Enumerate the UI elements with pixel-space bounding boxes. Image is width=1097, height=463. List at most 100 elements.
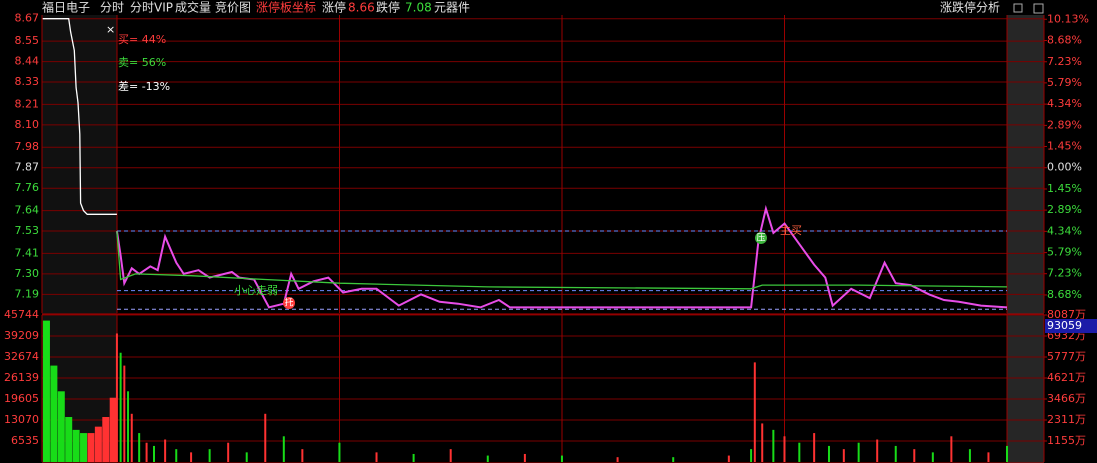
y2-tick-label: 7.23% (1047, 55, 1082, 68)
toolbar-item[interactable]: 分时 (100, 1, 124, 15)
volume-bar (772, 429, 775, 462)
annotation: 差= -13% (118, 79, 170, 93)
toolbar-item[interactable]: 成交量 (175, 0, 211, 15)
toolbar-item[interactable]: 涨停板坐标 (256, 0, 316, 15)
y-tick-label: 8.44 (15, 55, 40, 68)
y2-tick-label: 8087万 (1047, 308, 1086, 321)
annotation: 卖= 56% (118, 56, 166, 69)
y-tick-label: 8.33 (15, 75, 40, 88)
closing-area (1007, 15, 1044, 463)
volume-bar (57, 391, 65, 462)
volume-bar (753, 362, 756, 462)
toolbar-item[interactable]: 跌停 (376, 0, 400, 15)
y2-tick-label: 8.68% (1047, 288, 1082, 301)
signal-badge (755, 232, 767, 244)
volume-bar (486, 455, 489, 462)
volume-bar (127, 391, 130, 462)
current-box (1045, 319, 1097, 333)
y-tick-label: 7.41 (15, 246, 40, 259)
volume-bar (190, 452, 193, 462)
y2-tick-label: 2311万 (1047, 413, 1086, 426)
annotation: 托 (284, 297, 293, 309)
y-tick-label: 19605 (4, 392, 39, 405)
y-tick-label: 45744 (4, 308, 39, 321)
y2-tick-label: 1.45% (1047, 139, 1082, 152)
volume-bar (115, 333, 118, 462)
volume-bar (138, 433, 141, 462)
annotation: 小心走弱 (234, 284, 278, 297)
volume-bar (164, 439, 167, 462)
toolbar-item[interactable]: 分时VIP (130, 1, 173, 15)
y-tick-label: 7.53 (15, 224, 40, 237)
y2-tick-label: 4621万 (1047, 371, 1086, 384)
toolbar-item[interactable]: 涨停 (322, 0, 346, 15)
y-tick-label: 8.10 (15, 118, 40, 131)
y2-tick-label: 4.34% (1047, 224, 1082, 237)
y-tick-label: 7.87 (15, 161, 40, 174)
volume-bar (857, 442, 860, 462)
volume-bar (950, 436, 953, 462)
y2-tick-label: 5.79% (1047, 76, 1082, 89)
y-tick-label: 7.64 (15, 204, 40, 217)
volume-bar (245, 452, 248, 462)
volume-bar (301, 449, 304, 462)
volume-bar (94, 426, 102, 462)
volume-bar (119, 352, 122, 462)
volume-bar (123, 365, 126, 462)
volume-bar (987, 452, 990, 462)
volume-bar (153, 445, 156, 462)
volume-bar (227, 442, 230, 462)
volume-bar (842, 449, 845, 462)
volume-bar (876, 439, 879, 462)
y-tick-label: 8.21 (15, 97, 40, 110)
y-tick-label: 26139 (4, 371, 39, 384)
y2-tick-label: 5.79% (1047, 246, 1082, 259)
volume-bar (102, 417, 110, 462)
volume-bar (913, 449, 916, 462)
y-tick-label: 8.55 (15, 34, 40, 47)
current-volume: 93059 (1047, 319, 1082, 332)
volume-bar (42, 320, 50, 462)
volume-bar (65, 417, 73, 462)
maximize-button[interactable] (1033, 3, 1044, 14)
toolbar-item[interactable]: 福日电子 (42, 0, 90, 15)
toolbar-item[interactable]: 竞价图 (215, 1, 251, 15)
signal-badge (283, 297, 295, 309)
toolbar-item[interactable]: 7.08 (405, 1, 432, 15)
volume-bar (616, 457, 619, 462)
toolbar-item[interactable]: 8.66 (348, 1, 375, 15)
y2-tick-label: 4.34% (1047, 97, 1082, 110)
volume-bar (761, 423, 764, 462)
price-line (115, 204, 1008, 309)
annotation: 主买 (780, 224, 802, 237)
volume-bar (175, 449, 178, 462)
y2-tick-label: 2.89% (1047, 118, 1082, 131)
y2-tick-label: 1.45% (1047, 182, 1082, 195)
close-icon[interactable]: × (106, 23, 115, 36)
restore-button[interactable] (1013, 3, 1023, 13)
volume-bar (727, 455, 730, 462)
y-tick-label: 7.98 (15, 140, 40, 153)
volume-bar (80, 433, 88, 462)
annotation: 压 (756, 233, 765, 244)
volume-bar (894, 445, 897, 462)
y-tick-label: 6535 (11, 434, 39, 447)
volume-bar (87, 433, 95, 462)
volume-bar (560, 455, 563, 462)
toolbar-item[interactable]: 元器件 (434, 1, 470, 15)
y-tick-label: 39209 (4, 329, 39, 342)
volume-bar (523, 453, 526, 462)
volume-bar (208, 449, 211, 462)
volume-bar (750, 449, 753, 462)
y2-tick-label: 3466万 (1047, 392, 1086, 405)
y-tick-label: 7.19 (15, 287, 40, 300)
y2-tick-label: 8.68% (1047, 34, 1082, 47)
price-line (42, 18, 117, 215)
volume-bar (813, 433, 816, 462)
volume-bar (672, 457, 675, 462)
volume-bar (968, 449, 971, 462)
toolbar-item[interactable]: 涨跌停分析 (940, 0, 1000, 15)
volume-bar (264, 413, 267, 462)
volume-bar (338, 442, 341, 462)
